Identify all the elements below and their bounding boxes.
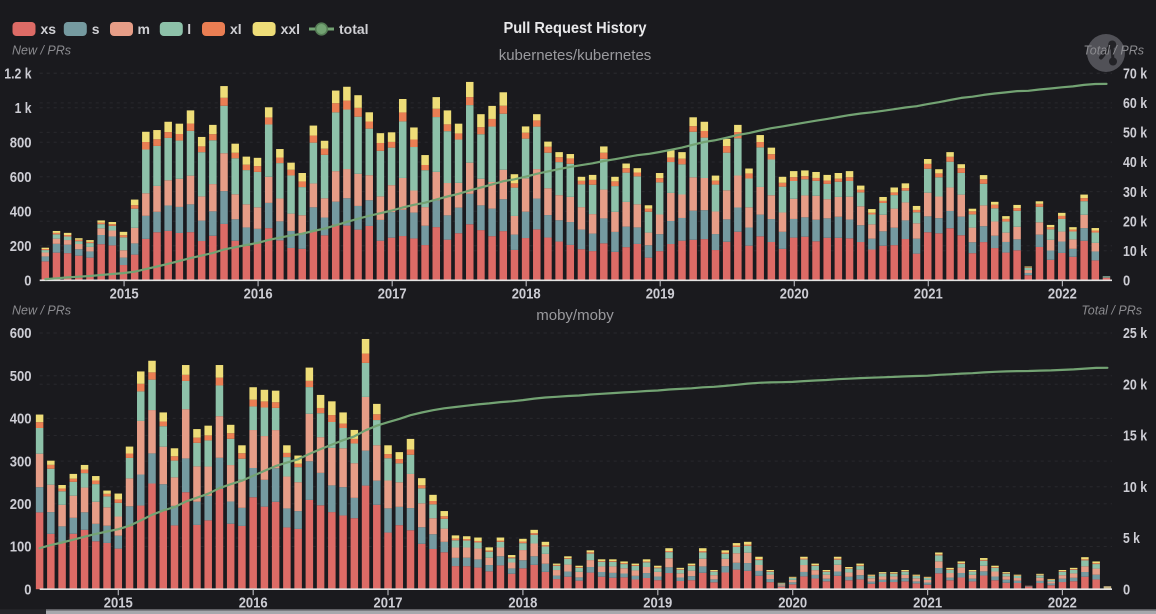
svg-text:2017: 2017 <box>374 596 403 612</box>
svg-text:30 k: 30 k <box>1123 185 1148 201</box>
svg-text:200: 200 <box>10 239 32 255</box>
svg-text:New / PRs: New / PRs <box>12 44 71 58</box>
svg-text:600: 600 <box>10 170 32 186</box>
svg-text:xxl: xxl <box>281 21 300 37</box>
svg-text:1 k: 1 k <box>15 101 33 117</box>
svg-text:2021: 2021 <box>914 287 943 303</box>
svg-text:2015: 2015 <box>110 287 139 303</box>
svg-text:1.2 k: 1.2 k <box>4 67 32 83</box>
svg-text:2018: 2018 <box>508 596 537 612</box>
svg-text:xs: xs <box>41 21 57 37</box>
svg-text:10 k: 10 k <box>1123 244 1148 260</box>
svg-text:m: m <box>138 21 150 37</box>
svg-text:New / PRs: New / PRs <box>12 304 71 318</box>
svg-text:60 k: 60 k <box>1123 96 1148 112</box>
svg-text:15 k: 15 k <box>1123 429 1148 445</box>
svg-text:50 k: 50 k <box>1123 126 1148 142</box>
svg-text:Total / PRs: Total / PRs <box>1081 304 1142 318</box>
svg-text:800: 800 <box>10 136 32 152</box>
svg-text:40 k: 40 k <box>1123 155 1148 171</box>
svg-text:20 k: 20 k <box>1123 214 1148 230</box>
svg-text:5 k: 5 k <box>1123 531 1141 547</box>
svg-text:0: 0 <box>24 582 31 598</box>
svg-text:2022: 2022 <box>1048 287 1077 303</box>
svg-text:0: 0 <box>1123 582 1130 598</box>
svg-text:20 k: 20 k <box>1123 377 1148 393</box>
svg-text:2022: 2022 <box>1048 596 1077 612</box>
svg-text:600: 600 <box>10 326 32 342</box>
svg-text:2021: 2021 <box>913 596 942 612</box>
svg-text:2018: 2018 <box>512 287 541 303</box>
svg-text:25 k: 25 k <box>1123 326 1148 342</box>
svg-text:0: 0 <box>24 274 31 290</box>
svg-text:total: total <box>339 21 369 37</box>
svg-text:l: l <box>187 21 191 37</box>
svg-text:500: 500 <box>10 369 32 385</box>
svg-text:2016: 2016 <box>244 287 273 303</box>
svg-text:2020: 2020 <box>780 287 809 303</box>
svg-text:2019: 2019 <box>646 287 675 303</box>
svg-text:400: 400 <box>10 205 32 221</box>
svg-text:2019: 2019 <box>643 596 672 612</box>
svg-text:100: 100 <box>10 540 32 556</box>
svg-text:0: 0 <box>1123 274 1130 290</box>
svg-text:2015: 2015 <box>104 596 133 612</box>
svg-text:Total / PRs: Total / PRs <box>1083 44 1144 58</box>
svg-text:Pull Request History: Pull Request History <box>504 20 647 37</box>
svg-text:2016: 2016 <box>239 596 268 612</box>
svg-text:2017: 2017 <box>378 287 407 303</box>
svg-text:xl: xl <box>230 21 242 37</box>
svg-text:10 k: 10 k <box>1123 480 1148 496</box>
svg-text:70 k: 70 k <box>1123 67 1148 83</box>
svg-text:2020: 2020 <box>778 596 807 612</box>
svg-text:200: 200 <box>10 497 32 513</box>
svg-text:300: 300 <box>10 454 32 470</box>
svg-text:400: 400 <box>10 412 32 428</box>
svg-text:s: s <box>92 21 100 37</box>
svg-text:moby/moby: moby/moby <box>536 307 614 324</box>
svg-text:kubernetes/kubernetes: kubernetes/kubernetes <box>499 47 652 64</box>
